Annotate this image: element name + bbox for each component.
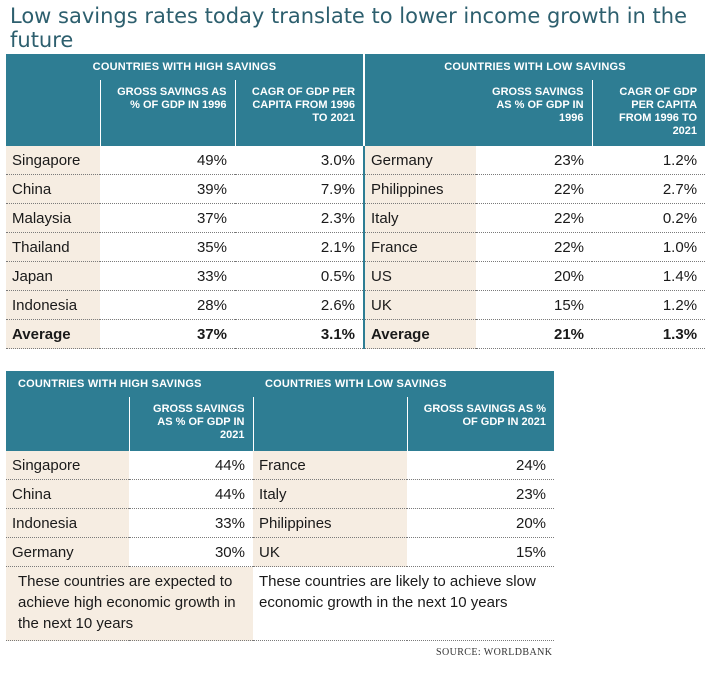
table-row: Malaysia 37% 2.3% Italy 22% 0.2%: [6, 203, 706, 233]
low-country-cell: Italy: [253, 479, 407, 509]
low-country-cell: Philippines: [253, 508, 407, 538]
low-cagr-cell: 1.2%: [592, 290, 706, 320]
group-low-savings: COUNTRIES WITH LOW SAVINGS: [363, 54, 706, 80]
high-savings-cell: 37%: [100, 319, 235, 349]
low-cagr-cell: 1.2%: [592, 146, 706, 175]
low-savings-cell: 20%: [407, 508, 555, 538]
low-savings-cell: 22%: [476, 203, 593, 233]
high-savings-cell: 35%: [100, 232, 235, 262]
group-high-savings-2021: COUNTRIES WITH HIGH SAVINGS: [6, 371, 253, 397]
low-savings-cell: 15%: [407, 537, 555, 567]
high-savings-cell: 28%: [100, 290, 235, 320]
header-low-savings: GROSS SAVINGS AS % OF GDP IN 1996: [476, 80, 593, 146]
low-savings-cell: 15%: [476, 290, 593, 320]
high-country-cell: Germany: [6, 537, 129, 567]
low-country-cell: UK: [363, 290, 477, 320]
low-country-cell: France: [253, 451, 407, 480]
table-row: Singapore 44% France 24%: [6, 451, 555, 480]
high-country-cell: Indonesia: [6, 508, 129, 538]
table-row: Singapore 49% 3.0% Germany 23% 1.2%: [6, 146, 706, 175]
high-cagr-cell: 0.5%: [235, 261, 365, 291]
header-high-savings: GROSS SAVINGS AS % OF GDP IN 1996: [99, 80, 235, 146]
high-savings-cell: 37%: [100, 203, 235, 233]
note-low-savings: These countries are likely to achieve sl…: [253, 566, 555, 641]
high-savings-cell: 44%: [129, 479, 253, 509]
high-cagr-cell: 3.0%: [235, 146, 365, 175]
high-savings-cell: 49%: [100, 146, 235, 175]
high-country-cell: Japan: [6, 261, 100, 291]
low-cagr-cell: 1.4%: [592, 261, 706, 291]
high-country-cell: China: [6, 479, 129, 509]
note-high-savings: These countries are expected to achieve …: [6, 566, 253, 641]
high-cagr-cell: 2.6%: [235, 290, 365, 320]
high-savings-cell: 39%: [100, 174, 235, 204]
low-country-cell: France: [363, 232, 477, 262]
high-country-cell: Average: [6, 319, 100, 349]
low-savings-cell: 21%: [476, 319, 593, 349]
group-low-savings-2021: COUNTRIES WITH LOW SAVINGS: [253, 371, 555, 397]
low-savings-cell: 22%: [476, 232, 593, 262]
high-cagr-cell: 7.9%: [235, 174, 365, 204]
low-savings-cell: 23%: [407, 479, 555, 509]
header-low-savings-2021: GROSS SAVINGS AS % OF GDP IN 2021: [406, 397, 555, 451]
high-country-cell: Thailand: [6, 232, 100, 262]
low-savings-cell: 22%: [476, 174, 593, 204]
page-title: Low savings rates today translate to low…: [10, 4, 687, 52]
table-row: Thailand 35% 2.1% France 22% 1.0%: [6, 232, 706, 262]
high-country-cell: Singapore: [6, 146, 100, 175]
table-row: Indonesia 28% 2.6% UK 15% 1.2%: [6, 290, 706, 320]
table-row: Japan 33% 0.5% US 20% 1.4%: [6, 261, 706, 291]
group-high-savings: COUNTRIES WITH HIGH SAVINGS: [6, 54, 365, 80]
header-high-cagr: CAGR OF GDP PER CAPITA FROM 1996 TO 2021: [234, 80, 365, 146]
low-savings-cell: 24%: [407, 451, 555, 480]
low-savings-cell: 23%: [476, 146, 593, 175]
low-cagr-cell: 0.2%: [592, 203, 706, 233]
table-row: Germany 30% UK 15%: [6, 537, 555, 567]
header-low-country-2021: [252, 397, 407, 451]
low-country-cell: UK: [253, 537, 407, 567]
high-country-cell: China: [6, 174, 100, 204]
high-savings-cell: 30%: [129, 537, 253, 567]
table-row: China 39% 7.9% Philippines 22% 2.7%: [6, 174, 706, 204]
table-1996-body: Singapore 49% 3.0% Germany 23% 1.2% China 39% 7.…: [6, 146, 706, 349]
low-country-cell: US: [363, 261, 477, 291]
header-low-cagr: CAGR OF GDP PER CAPITA FROM 1996 TO 2021: [591, 80, 706, 146]
source-credit: SOURCE: WORLDBANK: [436, 647, 553, 658]
table-1996: COUNTRIES WITH HIGH SAVINGS COUNTRIES WI…: [6, 54, 706, 349]
low-savings-cell: 20%: [476, 261, 593, 291]
table-row: Average 37% 3.1% Average 21% 1.3%: [6, 319, 706, 349]
high-country-cell: Indonesia: [6, 290, 100, 320]
low-cagr-cell: 1.0%: [592, 232, 706, 262]
low-country-cell: Germany: [363, 146, 477, 175]
high-cagr-cell: 2.3%: [235, 203, 365, 233]
header-high-savings-2021: GROSS SAVINGS AS % OF GDP IN 2021: [128, 397, 253, 451]
table-2021: COUNTRIES WITH HIGH SAVINGS COUNTRIES WI…: [6, 371, 555, 641]
header-blank-2021: [6, 397, 129, 451]
header-blank: [6, 80, 100, 146]
high-savings-cell: 33%: [100, 261, 235, 291]
table-2021-body: Singapore 44% France 24% China 44% Italy 23% Ind…: [6, 451, 555, 567]
high-cagr-cell: 3.1%: [235, 319, 365, 349]
header-low-country: [363, 80, 477, 146]
high-country-cell: Malaysia: [6, 203, 100, 233]
high-savings-cell: 33%: [129, 508, 253, 538]
low-cagr-cell: 1.3%: [592, 319, 706, 349]
high-savings-cell: 44%: [129, 451, 253, 480]
low-country-cell: Italy: [363, 203, 477, 233]
low-country-cell: Average: [363, 319, 477, 349]
low-cagr-cell: 2.7%: [592, 174, 706, 204]
table-row: China 44% Italy 23%: [6, 479, 555, 509]
high-cagr-cell: 2.1%: [235, 232, 365, 262]
low-country-cell: Philippines: [363, 174, 477, 204]
table-row: Indonesia 33% Philippines 20%: [6, 508, 555, 538]
high-country-cell: Singapore: [6, 451, 129, 480]
